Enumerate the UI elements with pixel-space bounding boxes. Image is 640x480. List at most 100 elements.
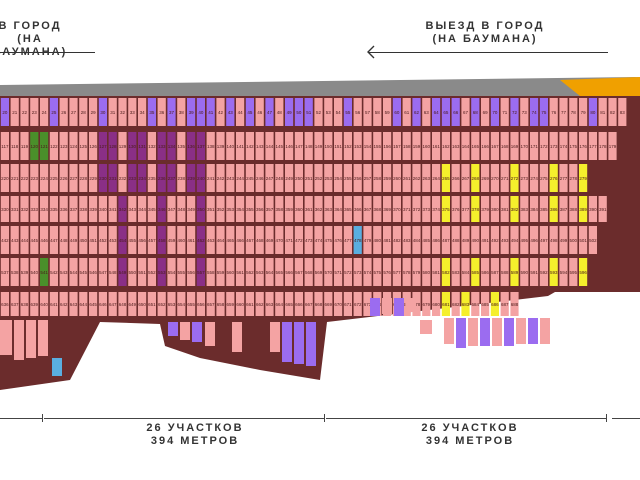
plot-cell[interactable]	[432, 164, 441, 192]
plot-cell[interactable]	[236, 132, 245, 160]
plot-cell[interactable]	[177, 258, 186, 286]
plot-cell[interactable]	[226, 164, 235, 192]
plot-cell[interactable]	[304, 196, 313, 222]
plot-cell[interactable]	[481, 98, 490, 126]
plot-cell[interactable]	[294, 132, 303, 160]
plot-cell[interactable]	[206, 132, 215, 160]
plot-cell[interactable]	[206, 164, 215, 192]
plot-cell[interactable]	[559, 258, 568, 286]
plot-cell[interactable]	[177, 196, 186, 222]
plot-cell[interactable]	[49, 98, 58, 126]
plot-cell[interactable]	[471, 164, 480, 192]
plot-cell[interactable]	[383, 226, 392, 254]
plot-cell[interactable]	[402, 226, 411, 254]
plot-cell[interactable]	[196, 164, 205, 192]
plot-cell[interactable]	[579, 98, 588, 126]
plot-cell[interactable]	[530, 226, 539, 254]
plot-cell[interactable]	[520, 98, 529, 126]
plot-cell-lower[interactable]	[528, 318, 538, 344]
plot-cell[interactable]	[500, 292, 509, 316]
plot-cell[interactable]	[40, 132, 49, 160]
plot-cell[interactable]	[206, 226, 215, 254]
plot-cell[interactable]	[559, 132, 568, 160]
plot-cell[interactable]	[157, 258, 166, 286]
plot-cell[interactable]	[245, 164, 254, 192]
plot-cell[interactable]	[412, 226, 421, 254]
plot-cell[interactable]	[89, 196, 98, 222]
plot-cell-lower[interactable]	[406, 298, 416, 312]
plot-cell[interactable]	[245, 132, 254, 160]
plot-cell[interactable]	[412, 164, 421, 192]
plot-cell[interactable]	[363, 258, 372, 286]
plot-cell[interactable]	[98, 132, 107, 160]
plot-cell[interactable]	[412, 132, 421, 160]
plot-cell[interactable]	[314, 132, 323, 160]
plot-cell[interactable]	[10, 292, 19, 316]
plot-cell[interactable]	[304, 226, 313, 254]
plot-cell[interactable]	[520, 132, 529, 160]
plot-cell[interactable]	[98, 292, 107, 316]
plot-cell[interactable]	[118, 132, 127, 160]
plot-cell[interactable]	[245, 258, 254, 286]
plot-cell[interactable]	[128, 164, 137, 192]
plot-cell[interactable]	[343, 258, 352, 286]
plot-cell[interactable]	[79, 292, 88, 316]
plot-cell[interactable]	[383, 196, 392, 222]
plot-cell[interactable]	[118, 226, 127, 254]
plot-cell[interactable]	[40, 196, 49, 222]
plot-cell[interactable]	[79, 164, 88, 192]
plot-cell[interactable]	[187, 226, 196, 254]
plot-cell[interactable]	[549, 196, 558, 222]
plot-cell-lower[interactable]	[232, 322, 242, 352]
plot-cell[interactable]	[275, 164, 284, 192]
plot-cell-lower[interactable]	[394, 298, 404, 316]
plot-cell[interactable]	[510, 292, 519, 316]
plot-cell[interactable]	[69, 164, 78, 192]
plot-cell[interactable]	[236, 258, 245, 286]
plot-cell[interactable]	[59, 164, 68, 192]
plot-cell[interactable]	[59, 292, 68, 316]
plot-cell-lower[interactable]	[468, 318, 478, 346]
plot-cell[interactable]	[157, 164, 166, 192]
plot-cell[interactable]	[138, 226, 147, 254]
plot-cell[interactable]	[559, 226, 568, 254]
plot-cell[interactable]	[216, 258, 225, 286]
plot-cell[interactable]	[539, 258, 548, 286]
plot-cell[interactable]	[539, 164, 548, 192]
plot-cell[interactable]	[530, 196, 539, 222]
plot-cell[interactable]	[138, 164, 147, 192]
plot-cell[interactable]	[304, 98, 313, 126]
plot-cell[interactable]	[0, 98, 9, 126]
plot-cell[interactable]	[128, 292, 137, 316]
plot-cell[interactable]	[588, 132, 597, 160]
plot-cell[interactable]	[539, 196, 548, 222]
plot-cell[interactable]	[343, 164, 352, 192]
plot-cell[interactable]	[392, 226, 401, 254]
plot-cell[interactable]	[383, 98, 392, 126]
plot-cell[interactable]	[147, 292, 156, 316]
plot-cell[interactable]	[412, 258, 421, 286]
plot-cell[interactable]	[294, 226, 303, 254]
plot-cell[interactable]	[510, 226, 519, 254]
plot-cell[interactable]	[216, 132, 225, 160]
plot-cell[interactable]	[334, 132, 343, 160]
plot-cell[interactable]	[471, 132, 480, 160]
plot-cell[interactable]	[147, 226, 156, 254]
plot-cell[interactable]	[20, 164, 29, 192]
plot-cell[interactable]	[569, 258, 578, 286]
plot-cell[interactable]	[255, 226, 264, 254]
plot-cell[interactable]	[334, 196, 343, 222]
plot-cell[interactable]	[294, 164, 303, 192]
plot-cell[interactable]	[118, 292, 127, 316]
plot-cell[interactable]	[334, 98, 343, 126]
plot-cell[interactable]	[49, 258, 58, 286]
plot-cell[interactable]	[402, 196, 411, 222]
plot-cell[interactable]	[363, 98, 372, 126]
plot-cell[interactable]	[108, 292, 117, 316]
plot-cell-lower[interactable]	[282, 322, 292, 362]
plot-cell[interactable]	[373, 164, 382, 192]
plot-cell[interactable]	[304, 258, 313, 286]
plot-cell[interactable]	[108, 226, 117, 254]
plot-cell[interactable]	[216, 226, 225, 254]
plot-cell[interactable]	[187, 292, 196, 316]
